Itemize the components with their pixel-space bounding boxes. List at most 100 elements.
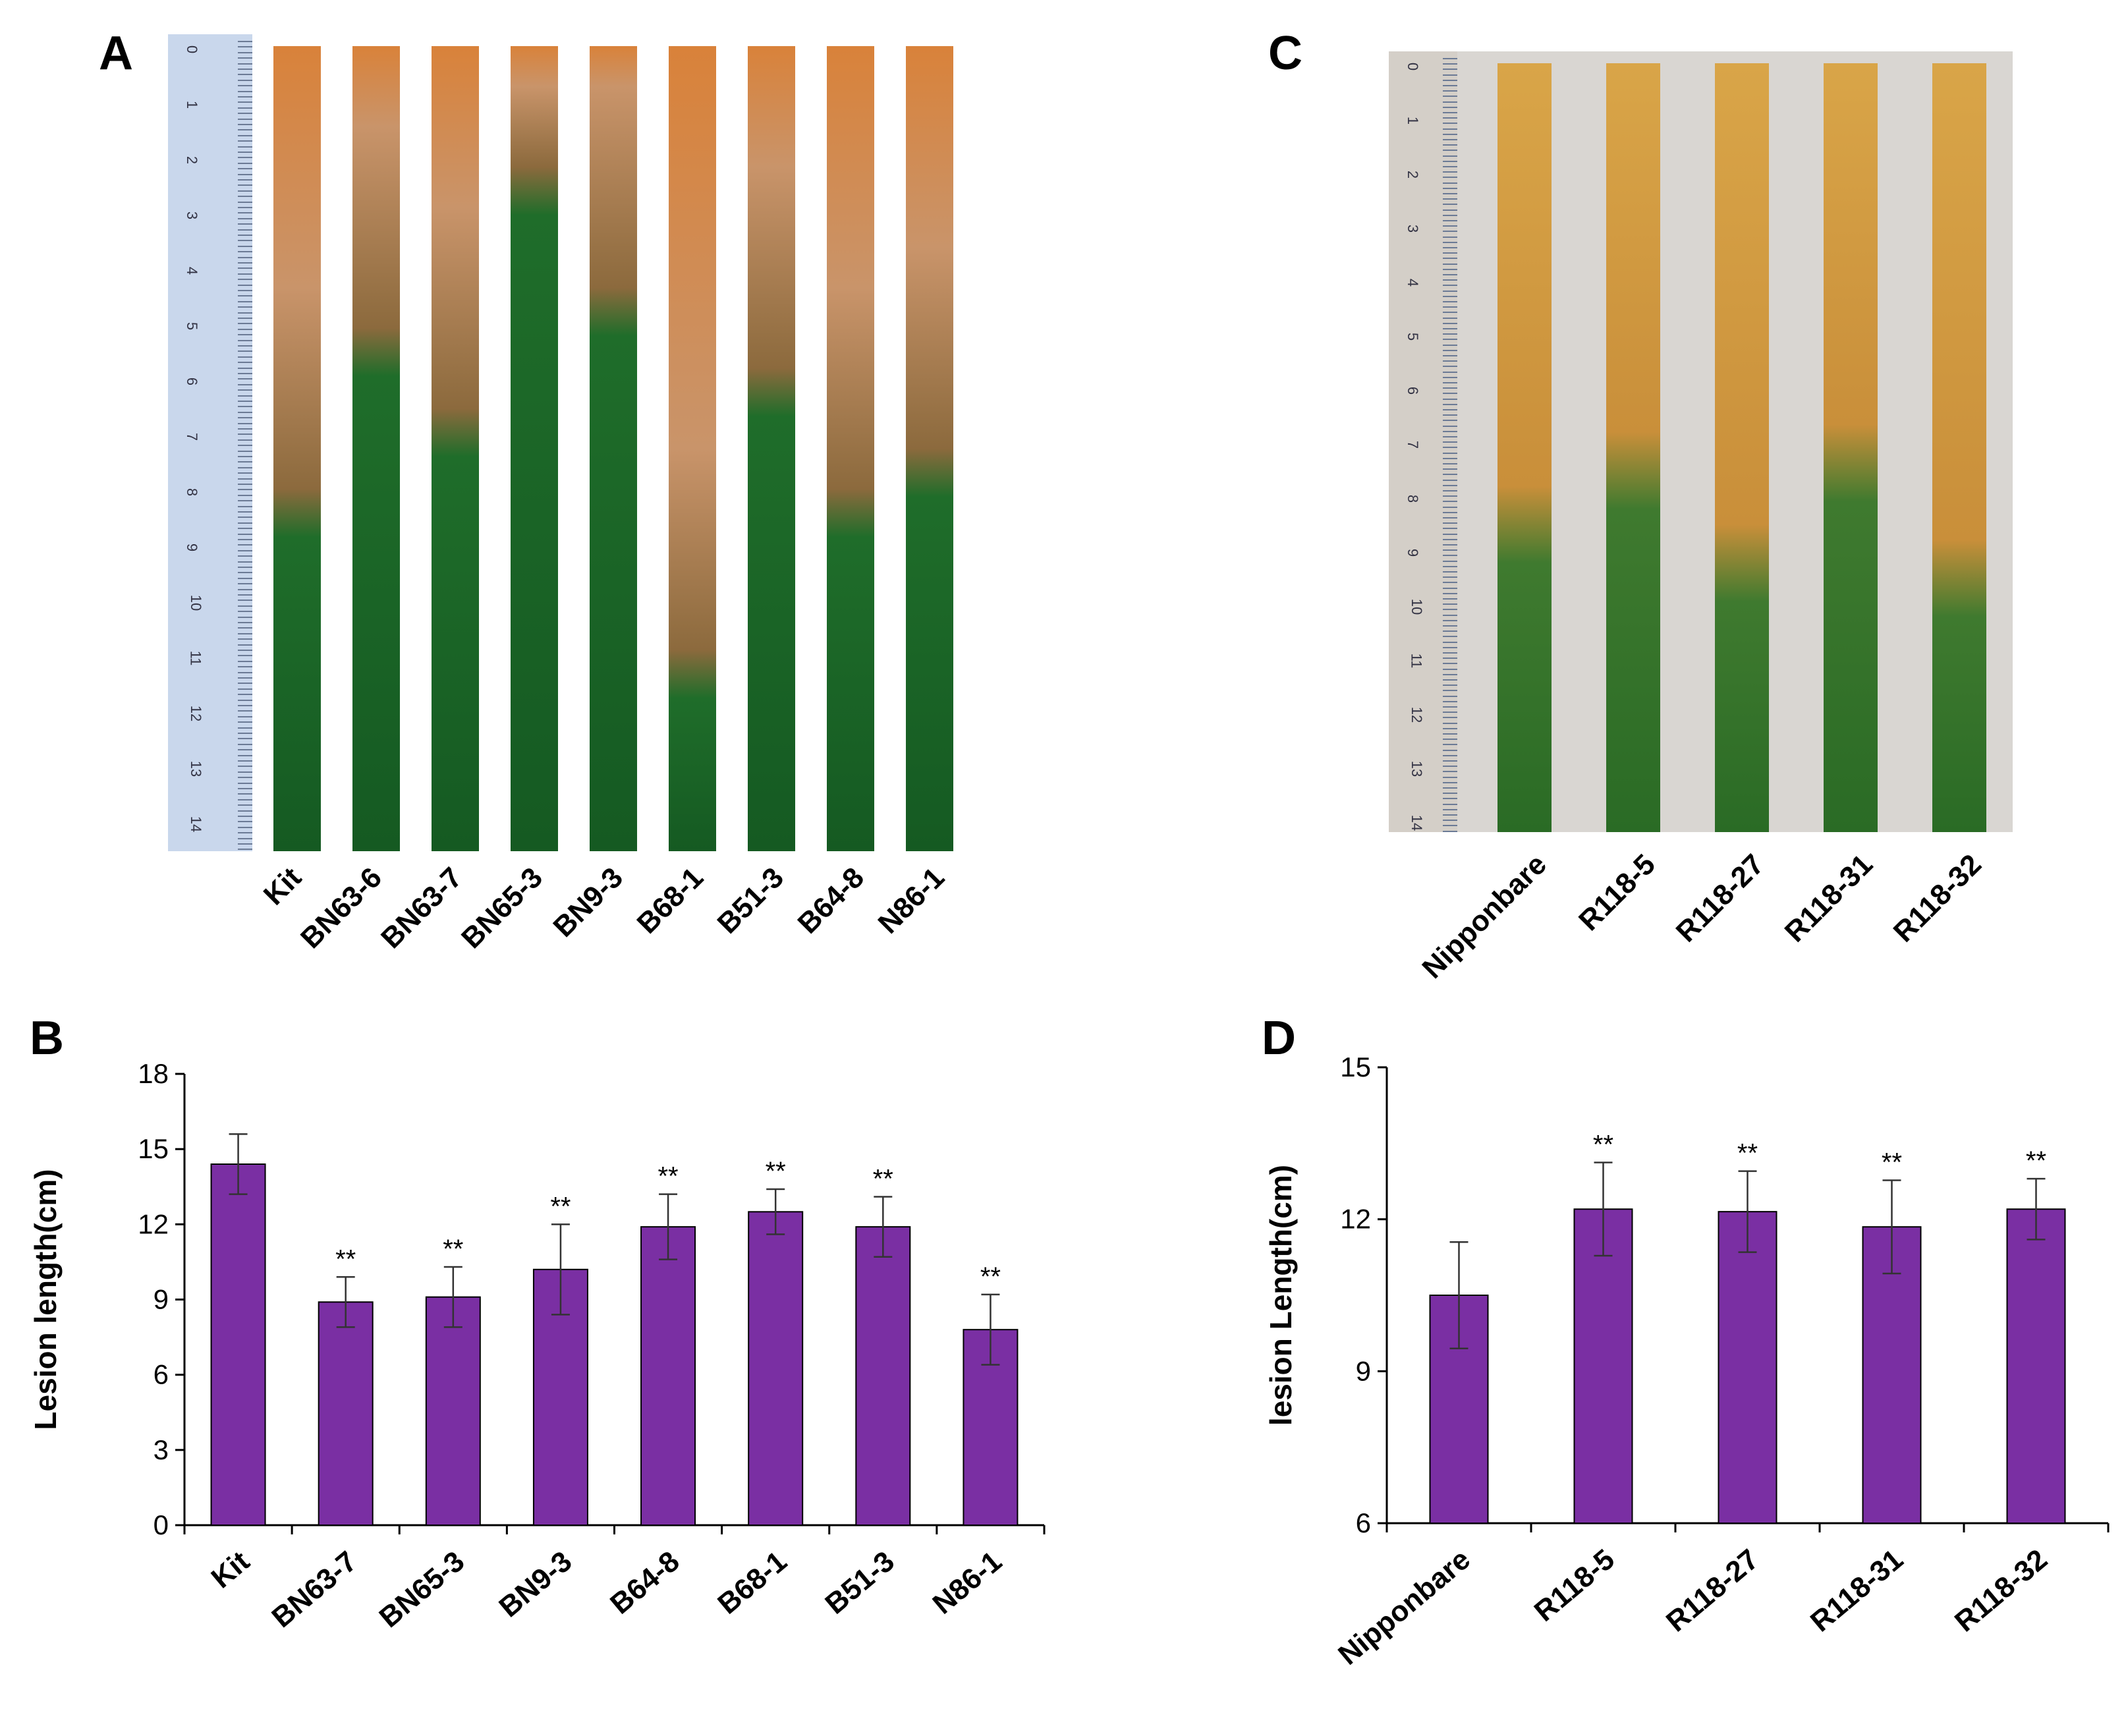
y-tick-label: 0 bbox=[154, 1509, 169, 1540]
ruler-tick bbox=[238, 350, 252, 352]
ruler-tick bbox=[238, 694, 252, 696]
ruler-tick bbox=[1443, 279, 1457, 281]
ruler-tick bbox=[1443, 420, 1457, 422]
ruler-tick bbox=[238, 378, 252, 380]
ruler-tick bbox=[1443, 355, 1457, 356]
ruler-tick bbox=[238, 445, 252, 447]
ruler-tick bbox=[238, 267, 252, 269]
ruler-tick bbox=[1443, 339, 1457, 341]
ruler-tick bbox=[238, 339, 252, 341]
ruler-tick bbox=[238, 650, 252, 651]
ruler-tick bbox=[1443, 74, 1457, 76]
ruler-tick bbox=[1443, 85, 1457, 86]
ruler-tick bbox=[1443, 625, 1457, 627]
ruler-tick bbox=[238, 96, 252, 98]
ruler-tick bbox=[1443, 90, 1457, 92]
ruler-tick bbox=[238, 577, 252, 579]
leaf-label: BN65-3 bbox=[455, 861, 549, 955]
leaf bbox=[1497, 63, 1552, 832]
ruler-tick bbox=[1443, 463, 1457, 464]
ruler-tick bbox=[1443, 166, 1457, 167]
bar bbox=[640, 1226, 696, 1526]
ruler-tick bbox=[1443, 679, 1457, 681]
ruler-number: 12 bbox=[188, 705, 205, 722]
ruler-number: 1 bbox=[1405, 116, 1422, 125]
ruler-tick bbox=[238, 522, 252, 524]
significance-label: ** bbox=[657, 1162, 678, 1191]
ruler-tick bbox=[238, 810, 252, 812]
ruler-tick bbox=[238, 754, 252, 756]
ruler-tick bbox=[1443, 739, 1457, 741]
ruler-tick bbox=[238, 383, 252, 385]
ruler-tick bbox=[1443, 214, 1457, 216]
significance-label: ** bbox=[766, 1157, 786, 1186]
leaf-label: B68-1 bbox=[630, 861, 710, 940]
ruler-tick bbox=[1443, 598, 1457, 600]
ruler-tick bbox=[1443, 322, 1457, 324]
ruler-number: 9 bbox=[184, 543, 201, 552]
ruler-tick bbox=[1443, 69, 1457, 70]
ruler-tick bbox=[1443, 225, 1457, 227]
ruler-tick bbox=[238, 466, 252, 468]
leaf bbox=[1715, 63, 1769, 832]
ruler-tick bbox=[1443, 830, 1457, 832]
ruler-tick bbox=[1443, 349, 1457, 351]
ruler-tick bbox=[1443, 565, 1457, 567]
ruler-tick bbox=[238, 461, 252, 463]
ruler-tick bbox=[238, 168, 252, 170]
ruler-tick bbox=[1443, 544, 1457, 546]
x-tick-label: B64-8 bbox=[604, 1545, 685, 1621]
ruler-tick bbox=[238, 793, 252, 795]
ruler-tick bbox=[238, 129, 252, 131]
bar bbox=[1718, 1211, 1777, 1524]
leaf bbox=[1606, 63, 1660, 832]
ruler-tick bbox=[238, 223, 252, 225]
bar bbox=[210, 1163, 266, 1526]
ruler-tick bbox=[1443, 387, 1457, 389]
ruler-tick bbox=[1443, 398, 1457, 400]
ruler-number: 2 bbox=[184, 155, 201, 165]
ruler-number: 8 bbox=[1405, 494, 1422, 503]
ruler-number: 4 bbox=[184, 266, 201, 275]
bar bbox=[1573, 1208, 1633, 1524]
ruler-tick bbox=[1443, 79, 1457, 81]
ruler-number: 4 bbox=[1405, 278, 1422, 287]
leaf bbox=[748, 46, 795, 851]
ruler-tick bbox=[1443, 641, 1457, 643]
leaf bbox=[511, 46, 558, 851]
ruler-tick bbox=[1443, 744, 1457, 746]
ruler-tick bbox=[1443, 538, 1457, 540]
ruler-tick bbox=[238, 561, 252, 563]
ruler-tick bbox=[238, 300, 252, 302]
ruler-number: 5 bbox=[184, 322, 201, 331]
ruler-number: 13 bbox=[1409, 760, 1426, 777]
leaf bbox=[1932, 63, 1986, 832]
ruler-tick bbox=[238, 816, 252, 817]
leaf bbox=[273, 46, 321, 851]
ruler-tick bbox=[1443, 533, 1457, 535]
panel-letter-a: A bbox=[99, 27, 133, 80]
ruler-tick bbox=[238, 705, 252, 706]
ruler-tick bbox=[238, 201, 252, 203]
ruler-c: 0 1 2 3 4 5 6 7 8 9 10 11 12 13 14 bbox=[1389, 51, 1457, 832]
ruler-tick bbox=[238, 124, 252, 125]
ruler-tick bbox=[1443, 63, 1457, 65]
ruler-tick bbox=[238, 57, 252, 59]
ruler-tick bbox=[1443, 112, 1457, 113]
ruler-tick bbox=[1443, 231, 1457, 233]
significance-label: ** bbox=[2026, 1146, 2046, 1175]
ruler-tick bbox=[238, 821, 252, 823]
ruler-tick bbox=[238, 688, 252, 690]
leaf-label: Kit bbox=[257, 861, 308, 912]
ruler-tick bbox=[238, 90, 252, 92]
leaf-label: B51-3 bbox=[711, 861, 790, 940]
leaf bbox=[827, 46, 874, 851]
significance-label: ** bbox=[873, 1164, 893, 1193]
ruler-tick bbox=[238, 450, 252, 452]
ruler-tick bbox=[1443, 668, 1457, 670]
ruler-tick bbox=[238, 798, 252, 800]
ruler-tick bbox=[1443, 198, 1457, 200]
ruler-tick bbox=[1443, 204, 1457, 206]
ruler-tick bbox=[238, 837, 252, 839]
ruler-tick bbox=[238, 710, 252, 712]
